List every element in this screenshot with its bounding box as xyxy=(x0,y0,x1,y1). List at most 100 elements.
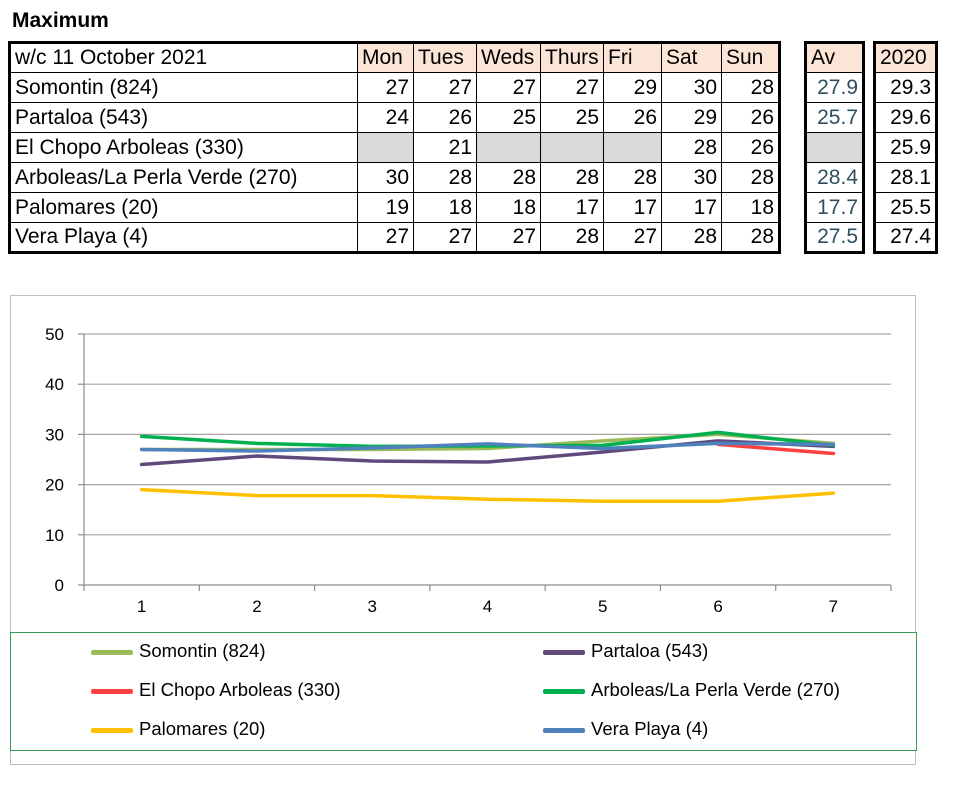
day-header: Mon xyxy=(357,42,414,73)
day-header: Sun xyxy=(721,42,780,73)
station-name: El Chopo Arboleas (330) xyxy=(9,132,358,163)
day-value: 28 xyxy=(721,162,780,193)
chart-frame: 0 10 20 30 40 50 1 2 3 4 5 6 7 xyxy=(10,295,916,765)
legend-swatch xyxy=(91,649,133,655)
day-header: Weds xyxy=(476,42,541,73)
day-value xyxy=(603,132,662,163)
year-2020-table: 2020 29.3 29.6 25.9 28.1 25.5 27.4 xyxy=(873,41,938,254)
day-value: 27 xyxy=(357,72,414,103)
day-value xyxy=(476,132,541,163)
day-header: Thurs xyxy=(540,42,604,73)
year-header: 2020 xyxy=(874,42,937,73)
legend-item: Somontin (824) xyxy=(91,640,265,662)
day-value: 26 xyxy=(721,102,780,133)
day-value: 19 xyxy=(357,192,414,223)
chart-legend: Somontin (824) Partaloa (543) El Chopo Arb… xyxy=(10,632,917,751)
year-2020-value: 27.4 xyxy=(874,222,937,253)
day-value: 28 xyxy=(661,132,722,163)
average-value: 17.7 xyxy=(805,192,864,223)
week-label: w/c 11 October 2021 xyxy=(9,42,358,73)
y-tick-label: 40 xyxy=(45,375,64,394)
day-value: 28 xyxy=(721,222,780,253)
year-2020-value: 25.5 xyxy=(874,192,937,223)
legend-swatch xyxy=(543,649,585,655)
day-value: 27 xyxy=(413,222,477,253)
average-value: 27.9 xyxy=(805,72,864,103)
average-value: 25.7 xyxy=(805,102,864,133)
table-header-row: w/c 11 October 2021 Mon Tues Weds Thurs Fri Sa… xyxy=(9,42,780,73)
day-value: 29 xyxy=(603,72,662,103)
x-tick-label: 7 xyxy=(829,597,838,616)
average-value: 27.5 xyxy=(805,222,864,253)
day-value: 26 xyxy=(603,102,662,133)
day-value: 26 xyxy=(721,132,780,163)
x-tick-label: 3 xyxy=(367,597,376,616)
day-value: 27 xyxy=(357,222,414,253)
x-tick-label: 2 xyxy=(252,597,261,616)
series-line xyxy=(716,442,836,456)
legend-swatch xyxy=(543,688,585,694)
x-tick-label: 1 xyxy=(137,597,146,616)
legend-swatch xyxy=(543,727,585,733)
day-header: Fri xyxy=(603,42,662,73)
page-title: Maximum xyxy=(12,9,109,32)
day-value: 28 xyxy=(413,162,477,193)
day-value: 18 xyxy=(476,192,541,223)
line-chart: 0 10 20 30 40 50 1 2 3 4 5 6 7 xyxy=(45,325,892,616)
station-name: Partaloa (543) xyxy=(9,102,358,133)
day-header: Tues xyxy=(413,42,477,73)
legend-label: Arboleas/La Perla Verde (270) xyxy=(591,679,840,700)
average-table: Av 27.9 25.7 28.4 17.7 27.5 xyxy=(804,41,865,254)
table-row: Vera Playa (4) 27 27 27 28 27 28 28 xyxy=(9,222,780,253)
day-value: 18 xyxy=(413,192,477,223)
day-value: 29 xyxy=(661,102,722,133)
day-value: 27 xyxy=(413,72,477,103)
day-value: 30 xyxy=(357,162,414,193)
average-value: 28.4 xyxy=(805,162,864,193)
legend-item: Partaloa (543) xyxy=(543,640,708,662)
day-value: 28 xyxy=(603,162,662,193)
x-tick-label: 6 xyxy=(713,597,722,616)
x-tick-label: 4 xyxy=(483,597,492,616)
day-value: 27 xyxy=(540,72,604,103)
day-value: 25 xyxy=(476,102,541,133)
day-value: 17 xyxy=(603,192,662,223)
day-value: 28 xyxy=(661,222,722,253)
y-tick-label: 20 xyxy=(45,476,64,495)
table-row: Somontin (824) 27 27 27 27 29 30 28 xyxy=(9,72,780,103)
legend-item: El Chopo Arboleas (330) xyxy=(91,679,341,701)
legend-item: Vera Playa (4) xyxy=(543,718,708,740)
table-row: Palomares (20) 19 18 18 17 17 17 18 xyxy=(9,192,780,223)
data-table: w/c 11 October 2021 Mon Tues Weds Thurs Fri Sa… xyxy=(8,41,781,254)
day-value: 27 xyxy=(603,222,662,253)
day-value: 30 xyxy=(661,162,722,193)
day-value: 17 xyxy=(661,192,722,223)
day-value: 30 xyxy=(661,72,722,103)
day-value: 28 xyxy=(540,162,604,193)
day-value: 27 xyxy=(476,222,541,253)
day-value: 18 xyxy=(721,192,780,223)
day-value xyxy=(357,132,414,163)
day-value: 28 xyxy=(476,162,541,193)
y-tick-label: 30 xyxy=(45,425,64,444)
day-value: 21 xyxy=(413,132,477,163)
series-line xyxy=(139,430,836,449)
x-tick-label: 5 xyxy=(598,597,607,616)
y-tick-label: 50 xyxy=(45,325,64,344)
series-line xyxy=(139,441,836,453)
day-value xyxy=(540,132,604,163)
series-line xyxy=(139,487,836,503)
station-name: Arboleas/La Perla Verde (270) xyxy=(9,162,358,193)
legend-label: Partaloa (543) xyxy=(591,640,709,661)
y-tick-label: 10 xyxy=(45,526,64,545)
day-header: Sat xyxy=(661,42,722,73)
legend-label: El Chopo Arboleas (330) xyxy=(139,679,341,700)
day-value: 28 xyxy=(540,222,604,253)
series-line xyxy=(139,439,836,467)
day-value: 28 xyxy=(721,72,780,103)
day-value: 17 xyxy=(540,192,604,223)
legend-item: Arboleas/La Perla Verde (270) xyxy=(543,679,840,701)
table-row: El Chopo Arboleas (330) 21 28 26 xyxy=(9,132,780,163)
table-row: Partaloa (543) 24 26 25 25 26 29 26 xyxy=(9,102,780,133)
legend-swatch xyxy=(91,727,133,733)
